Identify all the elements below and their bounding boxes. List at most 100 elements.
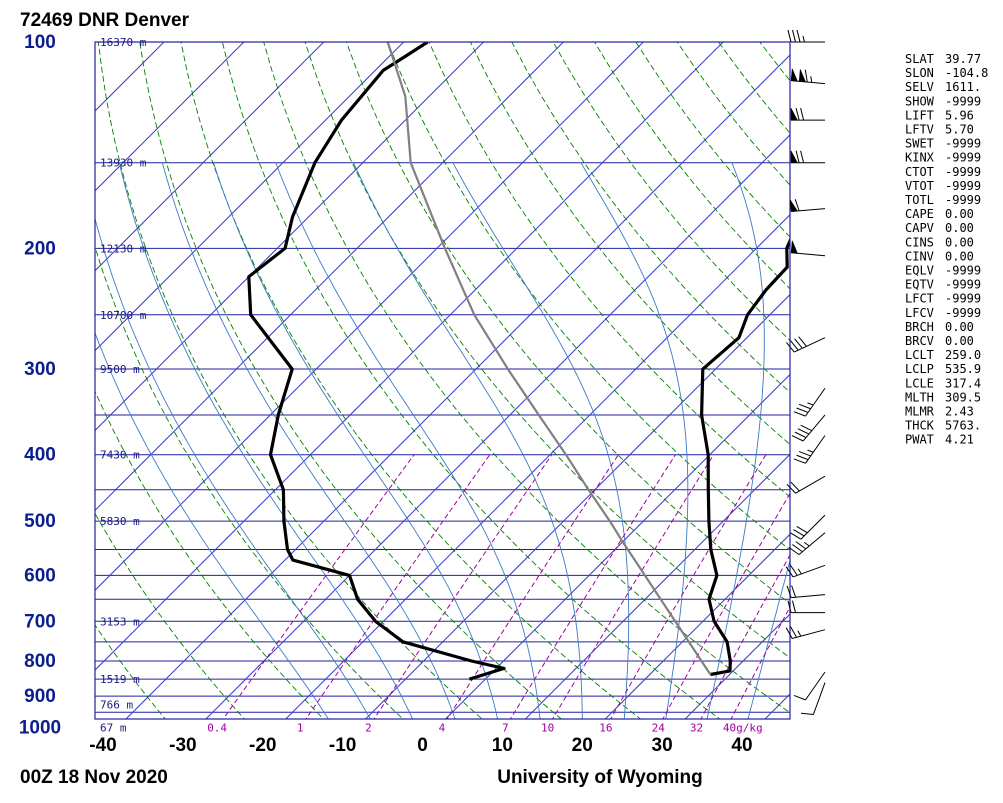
mixing-ratio-label: 0.4	[207, 721, 227, 734]
temperature-tick-label: 20	[572, 735, 593, 756]
temperature-tick-label: 40	[731, 735, 752, 756]
index-name: PWAT	[905, 433, 934, 447]
mixing-ratio-line	[552, 454, 715, 719]
index-value: -9999	[945, 94, 981, 108]
wind-barb	[787, 29, 825, 43]
mixing-ratio-label: 32	[690, 721, 703, 734]
index-row: BRCH 0.00	[905, 320, 974, 334]
height-label: 67 m	[100, 721, 127, 734]
index-name: LCLE	[905, 376, 934, 390]
height-label: 9500 m	[100, 363, 140, 376]
index-row: MLTH 309.5	[905, 390, 981, 404]
height-label: 16370 m	[100, 36, 147, 49]
dry-adiabat	[263, 42, 790, 714]
height-label: 12130 m	[100, 242, 147, 255]
isotherm-line	[524, 453, 790, 719]
isotherm-line	[364, 293, 790, 719]
wind-barb	[801, 682, 826, 716]
mixing-ratio-label: 24	[652, 721, 666, 734]
height-label: 5830 m	[100, 515, 140, 528]
dry-adiabat	[511, 42, 790, 393]
temperature-tick-label: -40	[89, 735, 116, 756]
index-name: THCK	[905, 419, 935, 433]
index-name: LCLT	[905, 348, 934, 362]
index-row: LFCV -9999	[905, 306, 981, 320]
temperature-curve	[699, 236, 790, 677]
index-value: -9999	[945, 306, 981, 320]
index-row: VTOT -9999	[905, 179, 981, 193]
dry-adiabat	[95, 624, 166, 719]
index-name: SHOW	[905, 94, 935, 108]
temperature-tick-label: -10	[329, 735, 356, 756]
moist-adiabat	[747, 558, 790, 719]
index-value: 5763.	[945, 419, 981, 433]
temperature-tick-label: -20	[249, 735, 276, 756]
index-name: CAPV	[905, 221, 934, 235]
sounding-curves	[247, 42, 790, 681]
index-row: LCLT 259.0	[905, 348, 981, 362]
index-row: EQTV -9999	[905, 278, 981, 292]
isotherm-line	[684, 613, 790, 719]
wind-barb	[786, 475, 826, 494]
pressure-label: 900	[24, 686, 56, 707]
index-name: TOTL	[905, 193, 934, 207]
index-value: 0.00	[945, 249, 974, 263]
index-name: MLTH	[905, 390, 934, 404]
index-row: CAPV 0.00	[905, 221, 974, 235]
dry-adiabat	[884, 42, 1003, 742]
pressure-label: 300	[24, 359, 56, 380]
isotherm-line	[205, 134, 790, 719]
index-row: CAPE 0.00	[905, 207, 974, 221]
moist-adiabat	[213, 162, 499, 719]
index-value: 2.43	[945, 405, 974, 419]
pressure-label: 100	[24, 32, 56, 53]
dry-adiabat	[221, 42, 721, 719]
index-row: LCLE 317.4	[905, 376, 981, 390]
moist-adiabat	[353, 162, 583, 719]
index-row: LFCT -9999	[905, 292, 981, 306]
index-value: 317.4	[945, 376, 981, 390]
isotherm-line	[95, 42, 404, 352]
index-row: MLMR 2.43	[905, 405, 974, 419]
height-label: 7430 m	[100, 449, 140, 462]
height-label: 13930 m	[100, 157, 147, 170]
moist-adiabat	[95, 331, 329, 719]
index-name: LFTV	[905, 123, 934, 137]
dry-adiabat	[97, 42, 483, 719]
wind-barb	[786, 336, 826, 353]
plot-frame	[94, 41, 791, 720]
index-name: CINS	[905, 235, 934, 249]
moist-adiabat	[275, 162, 541, 719]
index-row: TOTL -9999	[905, 193, 981, 207]
mixing-ratio-label: 4	[439, 721, 446, 734]
index-name: CTOT	[905, 165, 934, 179]
index-name: LCLP	[905, 362, 934, 376]
wind-barb	[793, 435, 826, 464]
moist-adiabat	[580, 162, 689, 719]
index-name: EQTV	[905, 278, 934, 292]
index-row: SHOW -9999	[905, 94, 981, 108]
wind-barb	[791, 414, 826, 442]
wind-barb	[790, 240, 826, 257]
index-name: SELV	[905, 80, 934, 94]
mixing-ratio-line	[222, 454, 415, 719]
index-value: 0.00	[945, 207, 974, 221]
pressure-label: 800	[24, 651, 56, 672]
index-name: BRCV	[905, 334, 934, 348]
isotherm-line	[95, 42, 724, 671]
index-name: SLAT	[905, 52, 934, 66]
wind-barb	[785, 564, 826, 578]
index-row: SWET -9999	[905, 137, 981, 151]
wind-barb	[793, 387, 826, 417]
chart-grid	[0, 42, 1003, 742]
index-value: -9999	[945, 278, 981, 292]
index-value: 5.70	[945, 123, 974, 137]
index-name: LFCV	[905, 306, 934, 320]
wind-barb	[789, 198, 826, 213]
pressure-label: 600	[24, 565, 56, 586]
isotherm-line	[0, 42, 4, 742]
temperature-tick-label: -30	[169, 735, 196, 756]
index-name: LIFT	[905, 108, 934, 122]
